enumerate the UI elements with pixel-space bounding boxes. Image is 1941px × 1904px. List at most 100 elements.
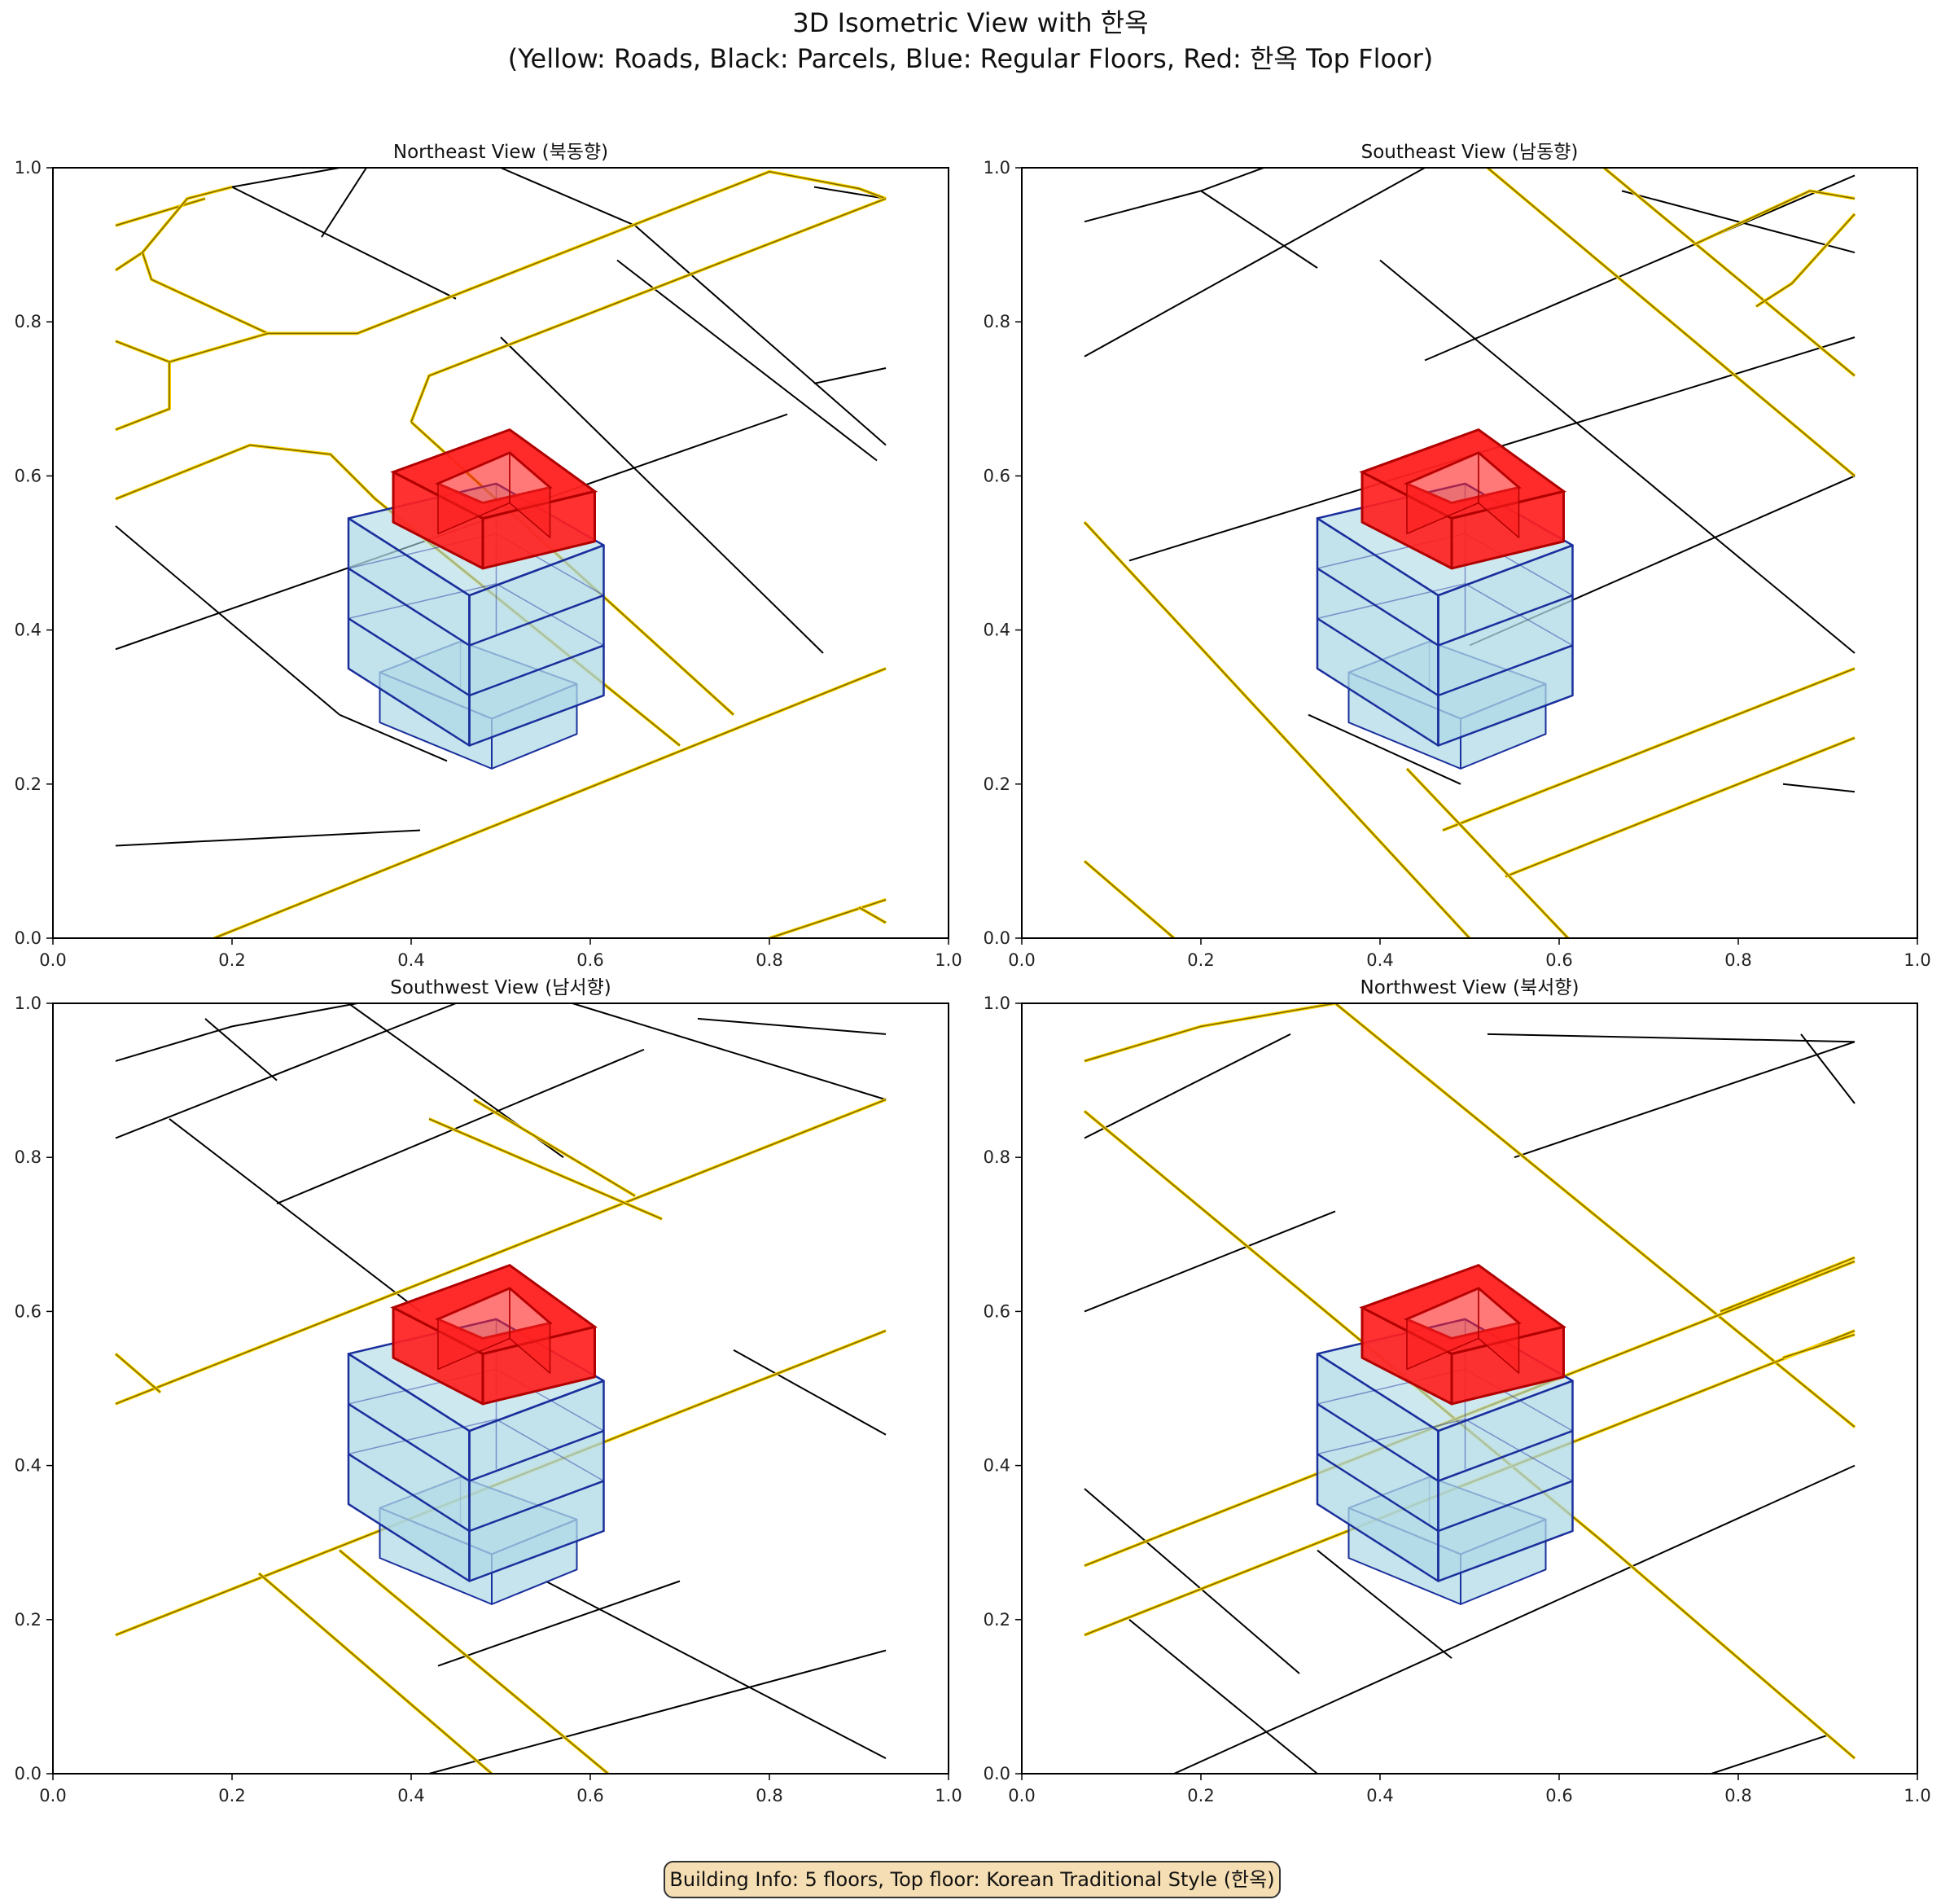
parcel-line (1800, 1033, 1856, 1104)
parcel-line (1379, 259, 1856, 654)
road-line (1693, 189, 1856, 247)
y-tick-label: 0.0 (15, 1764, 42, 1783)
parcel-line (1200, 190, 1318, 269)
parcel-line (428, 1649, 887, 1774)
y-tick-label: 0.0 (984, 928, 1010, 948)
axes-frame (52, 167, 949, 939)
parcel-line (733, 1349, 887, 1436)
floor-divider-hidden (1317, 1419, 1573, 1482)
road-edge-line (1755, 213, 1856, 307)
parcel-line (1621, 190, 1856, 254)
building (1316, 1263, 1574, 1605)
road-line (141, 169, 887, 336)
parcel-line (1782, 783, 1856, 793)
building (347, 428, 605, 770)
road-edge-line (115, 1353, 161, 1393)
hanok-inner-wall (1478, 1288, 1520, 1374)
panel-title: Northeast View (북동향) (393, 142, 608, 163)
panel-2: 0.0 0.2 0.4 0.6 0.8 1.0 0.0 0.2 0.4 0.6 0.8 1.0 Sout… (984, 142, 1931, 970)
building (1316, 428, 1574, 770)
parcel-line (1173, 1464, 1856, 1774)
y-tick-label: 0.4 (15, 1456, 42, 1476)
panel-4: 0.0 0.2 0.4 0.6 0.8 1.0 0.0 0.2 0.4 0.6 0.8 1.0 Nort… (984, 977, 1931, 1805)
plot-area (1083, 168, 1856, 938)
road-edge-line (858, 906, 887, 923)
road-line (115, 331, 269, 364)
x-tick-label: 0.4 (397, 1786, 424, 1805)
x-tick-label: 0.2 (1187, 950, 1214, 970)
x-tick-label: 0.6 (576, 1786, 603, 1805)
x-tick-label: 0.0 (39, 1786, 66, 1805)
plot-area (114, 168, 887, 938)
figure-title-line1: 3D Isometric View with 한옥 (792, 7, 1149, 38)
y-tick-label: 0.0 (15, 928, 42, 948)
axes-frame (1021, 167, 1918, 939)
y-tick-label: 0.6 (984, 1301, 1010, 1321)
parcel-line (545, 1580, 887, 1759)
road-edge-line (213, 668, 887, 938)
parcel-line (1487, 1033, 1856, 1043)
parcel-line (115, 829, 421, 847)
parcel-line (500, 336, 824, 654)
y-tick-label: 0.2 (984, 774, 1010, 794)
parcel-line (1084, 168, 1426, 358)
x-tick-label: 0.0 (39, 950, 66, 970)
parcel-line (813, 186, 887, 200)
y-tick-label: 0.6 (15, 466, 42, 485)
floor-divider-hidden (348, 583, 604, 647)
hanok-inner-wall (509, 452, 551, 538)
y-tick-label: 1.0 (15, 994, 42, 1013)
road-edge-line (1406, 768, 1569, 938)
x-tick-label: 0.2 (1187, 1786, 1214, 1805)
parcel-line (1514, 1041, 1856, 1159)
parcel-line (572, 1003, 887, 1101)
y-tick-label: 0.4 (984, 621, 1010, 640)
panel-title: Southwest View (남서향) (390, 977, 611, 998)
x-tick-label: 0.0 (1008, 950, 1035, 970)
y-tick-label: 0.8 (15, 312, 42, 331)
parcel-line (437, 1580, 681, 1667)
road-edge-line (1084, 1110, 1856, 1759)
parcel-line (115, 525, 340, 716)
road-edge-line (1603, 168, 1856, 377)
floor-divider-hidden (348, 1419, 604, 1482)
parcel-line (339, 713, 448, 762)
panel-title: Northwest View (북서향) (1360, 977, 1580, 998)
building (347, 1263, 605, 1605)
parcel-line (1424, 174, 1856, 362)
road-edge-line (473, 1099, 636, 1197)
parcel-line (500, 168, 636, 226)
hanok-inner-wall (1478, 452, 1520, 538)
y-tick-label: 0.8 (984, 312, 1010, 331)
axes-frame (1021, 1002, 1918, 1775)
parcel-line (1317, 1549, 1452, 1659)
road-edge-line (1693, 190, 1856, 246)
road-edge-line (1442, 668, 1856, 831)
road-edge-line (1334, 1003, 1856, 1428)
x-tick-label: 1.0 (1904, 1786, 1930, 1805)
axis-ticks: 0.0 0.2 0.4 0.6 0.8 1.0 0.0 0.2 0.4 0.6 0.8 1.0 (15, 158, 962, 970)
axis-ticks: 0.0 0.2 0.4 0.6 0.8 1.0 0.0 0.2 0.4 0.6 0.8 1.0 (984, 994, 1931, 1805)
road-edge-line (1505, 737, 1856, 878)
road-edge-line (1720, 1257, 1856, 1313)
road-line (410, 196, 887, 423)
building-info-box: Building Info: 5 floors, Top floor: Kore… (664, 1861, 1281, 1898)
axis-ticks: 0.0 0.2 0.4 0.6 0.8 1.0 0.0 0.2 0.4 0.6 0.8 1.0 (15, 994, 962, 1805)
road-edge-line (1084, 860, 1175, 938)
parcel-line (1084, 1033, 1291, 1139)
x-tick-label: 0.4 (1366, 1786, 1393, 1805)
x-tick-label: 0.8 (756, 1786, 782, 1805)
road-edge-line (410, 198, 887, 423)
y-tick-label: 0.4 (15, 621, 42, 640)
road-edge-line (258, 1573, 493, 1774)
parcel-line (321, 168, 367, 238)
road-edge-line (115, 186, 233, 271)
road-edge-line (1084, 1003, 1336, 1062)
figure-title-line2: (Yellow: Roads, Black: Parcels, Blue: Re… (507, 43, 1434, 74)
road-edge-line (1084, 521, 1470, 938)
x-tick-label: 1.0 (935, 1786, 962, 1805)
parcel-line (1084, 1488, 1300, 1674)
y-tick-label: 0.2 (984, 1610, 1010, 1630)
parcel-line (813, 366, 887, 384)
